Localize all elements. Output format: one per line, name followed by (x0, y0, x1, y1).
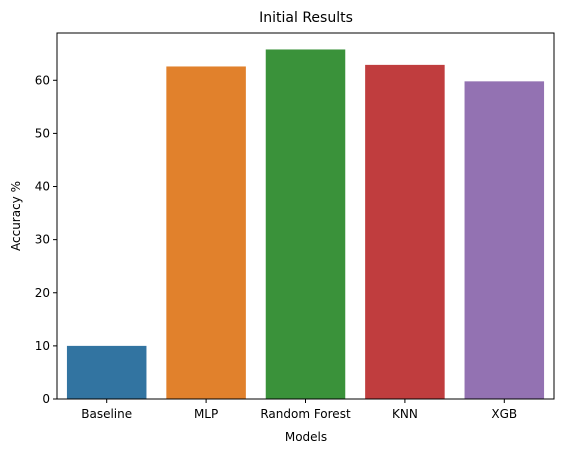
x-tick-label: Baseline (81, 407, 132, 421)
y-tick-label: 50 (35, 126, 50, 140)
y-tick-label: 0 (42, 392, 50, 406)
y-axis-label: Accuracy % (9, 181, 23, 251)
y-tick-label: 20 (35, 286, 50, 300)
x-tick-label: MLP (194, 407, 218, 421)
bar-xgb (464, 81, 545, 399)
x-tick-label: KNN (392, 407, 418, 421)
y-tick-label: 60 (35, 73, 50, 87)
y-tick-label: 10 (35, 339, 50, 353)
y-tick-label: 30 (35, 233, 50, 247)
plot-area (66, 49, 545, 400)
x-axis-label: Models (285, 430, 327, 444)
bar-baseline (66, 345, 147, 399)
x-tick-label: XGB (491, 407, 517, 421)
plot-frame (56, 32, 555, 400)
x-axis: Baseline MLP Random Forest KNN XGB (81, 399, 517, 421)
y-axis: 0 10 20 30 40 50 60 (35, 73, 57, 406)
chart-title: Initial Results (259, 10, 353, 26)
y-tick-label: 40 (35, 180, 50, 194)
bar-random-forest (265, 49, 346, 399)
bar-knn (365, 64, 445, 399)
x-tick-label: Random Forest (260, 407, 351, 421)
bar-mlp (166, 66, 246, 400)
